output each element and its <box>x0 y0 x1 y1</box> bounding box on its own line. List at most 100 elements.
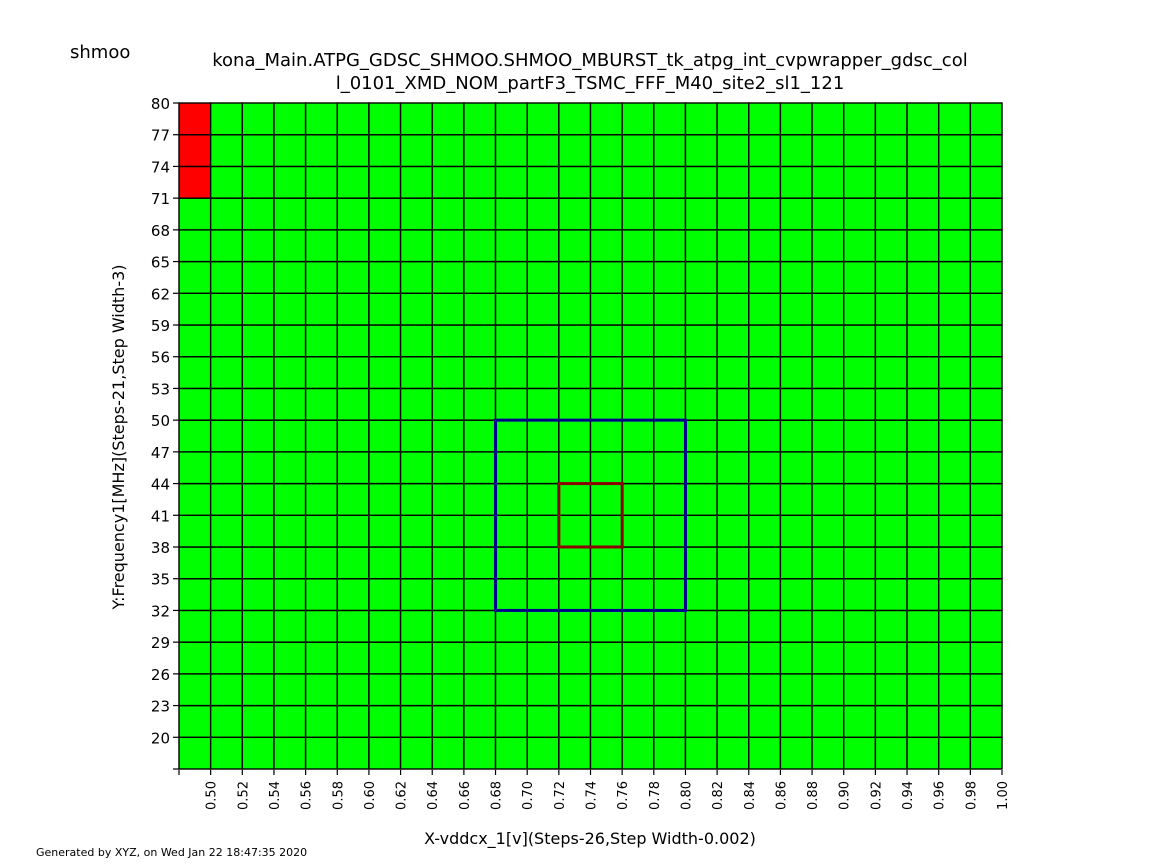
shmoo-cell-pass <box>368 673 402 707</box>
shmoo-cell-pass <box>558 673 592 707</box>
x-tick-label: 0.86 <box>774 781 789 810</box>
x-tick-label: 0.92 <box>869 781 884 810</box>
shmoo-cell-pass <box>526 641 560 675</box>
shmoo-cell-pass <box>399 451 433 485</box>
shmoo-cell-pass <box>779 356 813 390</box>
shmoo-cell-pass <box>811 387 845 421</box>
shmoo-cell-pass <box>621 292 655 326</box>
shmoo-cell-pass <box>178 673 212 707</box>
shmoo-cell-pass <box>684 736 718 770</box>
shmoo-cell-pass <box>431 324 465 358</box>
shmoo-cell-pass <box>969 102 1003 136</box>
shmoo-cell-pass <box>969 165 1003 199</box>
shmoo-cell-pass <box>336 292 370 326</box>
shmoo-cell-pass <box>399 102 433 136</box>
shmoo-cell-pass <box>621 260 655 294</box>
shmoo-cell-pass <box>684 609 718 643</box>
shmoo-cell-pass <box>431 704 465 738</box>
shmoo-cell-pass <box>273 704 307 738</box>
shmoo-cell-pass <box>399 387 433 421</box>
shmoo-cell-pass <box>209 546 244 580</box>
shmoo-cell-pass <box>748 356 782 390</box>
shmoo-cell-pass <box>209 419 244 453</box>
shmoo-cell-pass <box>811 102 845 136</box>
shmoo-cell-pass <box>716 578 750 612</box>
shmoo-cell-pass <box>431 641 465 675</box>
shmoo-cell-pass <box>684 356 718 390</box>
shmoo-cell-pass <box>209 102 244 136</box>
shmoo-cell-pass <box>273 260 307 294</box>
shmoo-cell-pass <box>716 514 750 548</box>
shmoo-cell-pass <box>906 578 940 612</box>
shmoo-cell-pass <box>621 641 655 675</box>
shmoo-cell-pass <box>969 641 1003 675</box>
y-axis: 20 23 26 29 32 35 38 41 44 47 50 53 56 59 62 65 68 71 74 77… <box>151 95 179 770</box>
x-axis-label: X-vddcx_1[v](Steps-26,Step Width-0.002) <box>424 829 756 849</box>
shmoo-cell-pass <box>906 419 940 453</box>
shmoo-cell-pass <box>463 292 497 326</box>
shmoo-cell-pass <box>874 514 908 548</box>
x-tick-label: 0.68 <box>490 781 505 810</box>
shmoo-cell-pass <box>368 292 402 326</box>
shmoo-cell-pass <box>653 292 687 326</box>
shmoo-cell-pass <box>969 578 1003 612</box>
shmoo-cell-pass <box>241 165 275 199</box>
shmoo-cell-pass <box>304 482 338 516</box>
shmoo-cell-pass <box>178 514 212 548</box>
y-tick-label: 29 <box>151 634 170 652</box>
shmoo-cell-pass <box>431 514 465 548</box>
shmoo-cell-pass <box>653 673 687 707</box>
shmoo-cell-pass <box>494 356 528 390</box>
shmoo-cell-pass <box>874 736 908 770</box>
shmoo-cell-pass <box>241 229 275 263</box>
shmoo-cell-pass <box>748 102 782 136</box>
shmoo-cell-pass <box>368 387 402 421</box>
shmoo-cell-pass <box>494 482 528 516</box>
shmoo-cell-pass <box>969 673 1003 707</box>
shmoo-cell-pass <box>937 419 972 453</box>
shmoo-cell-pass <box>273 356 307 390</box>
shmoo-cell-pass <box>368 609 402 643</box>
shmoo-cell-pass <box>209 641 244 675</box>
shmoo-cell-pass <box>811 609 845 643</box>
shmoo-cell-pass <box>684 387 718 421</box>
shmoo-cell-pass <box>368 578 402 612</box>
shmoo-cell-pass <box>874 673 908 707</box>
shmoo-cell-pass <box>937 736 972 770</box>
shmoo-cell-pass <box>368 102 402 136</box>
shmoo-cell-pass <box>304 704 338 738</box>
shmoo-cell-pass <box>368 134 402 168</box>
shmoo-cell-pass <box>336 197 370 231</box>
shmoo-cell-pass <box>494 102 528 136</box>
shmoo-cell-pass <box>209 673 244 707</box>
shmoo-cell-pass <box>304 356 338 390</box>
shmoo-cell-pass <box>779 578 813 612</box>
x-tick-label: 0.56 <box>300 781 315 810</box>
shmoo-cell-pass <box>431 387 465 421</box>
shmoo-cell-fail <box>178 134 212 168</box>
shmoo-cell-pass <box>748 451 782 485</box>
x-tick-label: 0.52 <box>236 781 251 810</box>
shmoo-cell-pass <box>178 609 212 643</box>
shmoo-cell-pass <box>399 229 433 263</box>
shmoo-cell-pass <box>304 292 338 326</box>
shmoo-cell-pass <box>906 324 940 358</box>
shmoo-cell-pass <box>589 229 623 263</box>
x-tick-label: 0.82 <box>711 781 726 810</box>
shmoo-cell-pass <box>937 229 972 263</box>
shmoo-cell-pass <box>684 197 718 231</box>
shmoo-cell-pass <box>843 292 877 326</box>
shmoo-cell-pass <box>304 514 338 548</box>
shmoo-cell-pass <box>304 578 338 612</box>
shmoo-cell-pass <box>906 229 940 263</box>
shmoo-cell-pass <box>874 134 908 168</box>
shmoo-cell-pass <box>526 197 560 231</box>
shmoo-cell-pass <box>368 736 402 770</box>
x-tick-label: 0.54 <box>268 781 283 810</box>
shmoo-cell-pass <box>969 736 1003 770</box>
shmoo-cell-pass <box>716 419 750 453</box>
y-tick-label: 32 <box>151 602 170 620</box>
shmoo-cell-pass <box>368 546 402 580</box>
shmoo-cell-pass <box>304 736 338 770</box>
shmoo-cell-pass <box>748 514 782 548</box>
